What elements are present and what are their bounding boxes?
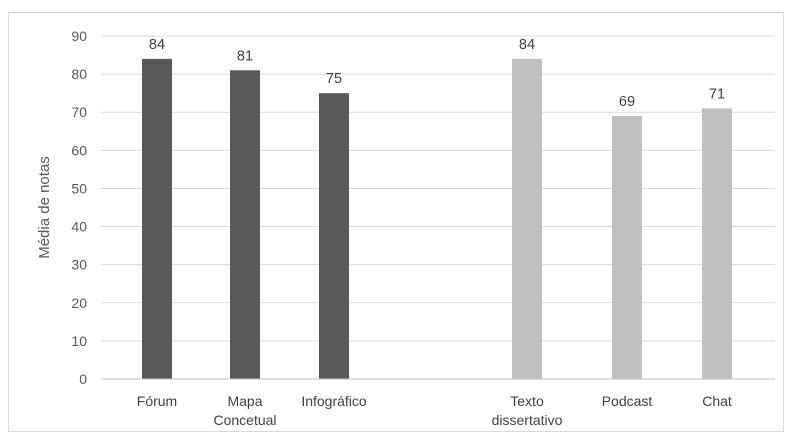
category-label: Chat <box>702 393 732 409</box>
data-label: 84 <box>149 37 165 53</box>
y-tick-label: 70 <box>71 104 87 120</box>
y-axis-title: Média de notas <box>36 156 53 259</box>
chart-area: 0 10 20 30 40 50 60 70 80 90 84 81 75 84 69 71 Fórum Ma… <box>8 12 784 432</box>
y-tick-label: 10 <box>71 333 87 349</box>
data-label: 69 <box>619 94 635 110</box>
bar <box>142 58 172 379</box>
y-axis-ticks: 0 10 20 30 40 50 60 70 80 90 <box>71 28 87 387</box>
category-label: dissertativo <box>492 412 563 428</box>
data-label: 81 <box>237 48 253 64</box>
bar <box>612 116 642 380</box>
y-tick-label: 0 <box>79 371 87 387</box>
bar <box>319 93 349 380</box>
x-axis-categories: Fórum Mapa Concetual Infográfico Texto disser… <box>137 393 732 428</box>
y-tick-label: 90 <box>71 28 87 44</box>
data-label: 75 <box>326 71 342 87</box>
category-label: Mapa <box>227 393 262 409</box>
y-tick-label: 20 <box>71 295 87 311</box>
y-tick-label: 40 <box>71 219 87 235</box>
bar <box>702 108 732 380</box>
category-label: Fórum <box>137 393 177 409</box>
y-tick-label: 30 <box>71 257 87 273</box>
y-tick-label: 50 <box>71 180 87 196</box>
bar <box>512 58 542 379</box>
category-label: Podcast <box>602 393 653 409</box>
data-label: 84 <box>519 37 535 53</box>
data-labels: 84 81 75 84 69 71 <box>149 37 725 110</box>
category-label: Texto <box>510 393 544 409</box>
y-tick-label: 80 <box>71 66 87 82</box>
bar-chart: 0 10 20 30 40 50 60 70 80 90 84 81 75 84 69 71 Fórum Ma… <box>36 28 775 428</box>
data-label: 71 <box>709 86 725 102</box>
category-label: Concetual <box>213 412 276 428</box>
gridlines <box>101 35 775 342</box>
bars <box>142 58 732 380</box>
bar <box>230 70 260 380</box>
category-label: Infográfico <box>301 393 367 409</box>
y-tick-label: 60 <box>71 142 87 158</box>
